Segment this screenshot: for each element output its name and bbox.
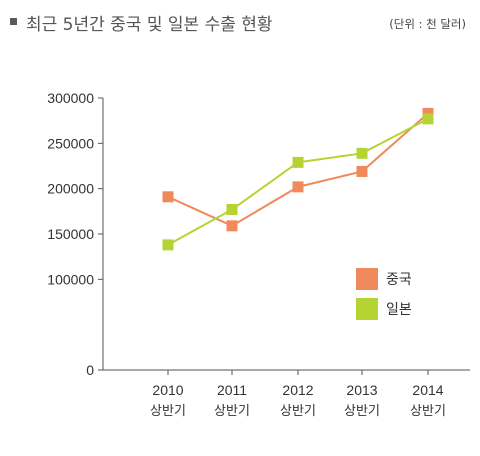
legend-swatch-2 (356, 298, 378, 320)
x-tick-label-year: 2014 (412, 382, 443, 398)
x-tick-label-period: 상반기 (214, 404, 250, 419)
legend-label-1: 중국 (386, 272, 412, 288)
y-tick-label: 100000 (47, 271, 94, 287)
x-tick-label-year: 2012 (282, 382, 313, 398)
x-tick-label-period: 상반기 (344, 404, 380, 419)
x-tick-label-year: 2010 (152, 382, 183, 398)
header: 최근 5년간 중국 및 일본 수출 현황 (단위 : 천 달러) (0, 0, 480, 40)
y-tick-label: 150000 (47, 226, 94, 242)
x-tick-label-period: 상반기 (410, 404, 446, 419)
title-bullet-icon (10, 18, 17, 25)
data-point-series-2 (292, 156, 304, 168)
data-point-series-1 (292, 181, 304, 193)
x-tick-label-period: 상반기 (280, 404, 316, 419)
data-point-series-2 (422, 113, 434, 125)
chart-title: 최근 5년간 중국 및 일본 수출 현황 (26, 15, 273, 35)
y-tick-label: 300000 (47, 90, 94, 106)
data-point-series-2 (226, 204, 238, 216)
x-tick-label-year: 2011 (217, 382, 247, 398)
data-point-series-1 (162, 191, 174, 203)
data-point-series-1 (226, 220, 238, 232)
legend-label-2: 일본 (386, 302, 412, 318)
unit-label: (단위 : 천 달러) (389, 17, 466, 31)
data-point-series-2 (162, 239, 174, 251)
legend-swatch-1 (356, 268, 378, 290)
y-tick-label: 250000 (47, 135, 94, 151)
y-tick-label: 200000 (47, 181, 94, 197)
data-point-series-1 (356, 165, 368, 177)
y-tick-label: 0 (86, 362, 94, 378)
data-point-series-2 (356, 147, 368, 159)
x-tick-label-year: 2013 (346, 382, 377, 398)
series-line-1 (167, 112, 429, 227)
x-tick-label-period: 상반기 (150, 404, 186, 419)
